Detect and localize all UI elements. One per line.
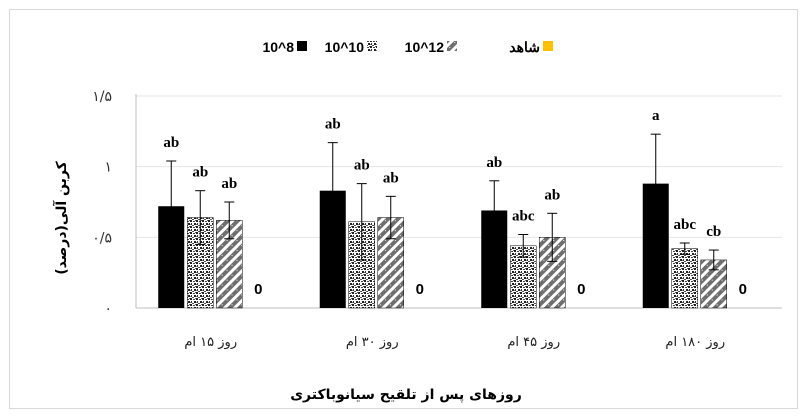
x-tick-label: روز ۴۵ ام — [507, 335, 560, 350]
y-axis-title: کربن آلی(درصد) — [52, 160, 70, 274]
y-tick-label: ۱/۵ — [92, 89, 112, 105]
x-tick-label: روز ۱۵ ام — [184, 335, 237, 350]
legend-label: شاهد — [509, 39, 540, 55]
data-label: ab — [354, 158, 370, 174]
data-label: a — [652, 108, 660, 124]
x-tick-label: روز ۳۰ ام — [346, 335, 399, 350]
legend-label: 10^8 — [262, 39, 294, 55]
data-label: 0 — [254, 281, 262, 298]
legend: 10^8 10^10 10^12 شاهد — [262, 39, 553, 55]
y-tick-label: ۱ — [104, 160, 112, 176]
legend-label: 10^12 — [405, 39, 445, 55]
data-label: 0 — [577, 281, 585, 298]
data-label: 0 — [739, 281, 747, 298]
data-label: ab — [325, 117, 341, 133]
data-label: abc — [674, 217, 697, 233]
data-label: ab — [544, 187, 560, 203]
x-axis-title: روزهای پس از تلقیح سیانوباکتری — [290, 387, 522, 403]
data-label: abc — [512, 209, 535, 225]
data-label: ab — [383, 170, 399, 186]
y-tick-label: ۰/۵ — [92, 230, 112, 246]
data-label: ab — [163, 135, 179, 151]
x-tick-label: روز ۱۸۰ ام — [665, 335, 725, 350]
legend-swatch — [297, 41, 307, 51]
bar-chart: 10^8 10^10 10^12 شاهد ۰۰/۵۱۱/۵ ababab0ababa… — [52, 39, 782, 403]
bar — [671, 248, 698, 309]
data-label: 0 — [416, 281, 424, 298]
legend-label: 10^10 — [325, 39, 365, 55]
legend-swatch — [543, 41, 553, 51]
x-axis: روز ۱۵ ام روز ۳۰ ام روز ۴۵ ام روز ۱۸۰ ام — [184, 335, 725, 350]
data-label: cb — [706, 224, 721, 240]
data-label: ab — [192, 165, 208, 181]
legend-swatch — [367, 41, 377, 51]
data-label: ab — [486, 155, 502, 171]
bar — [187, 217, 214, 309]
data-label: ab — [221, 176, 237, 192]
y-tick-label: ۰ — [104, 301, 112, 317]
legend-swatch — [447, 41, 457, 51]
chart-frame: 10^8 10^10 10^12 شاهد ۰ ۰/۵ ۱ ۱/۵ ab ab ab 0 ab ab a… — [9, 9, 798, 409]
